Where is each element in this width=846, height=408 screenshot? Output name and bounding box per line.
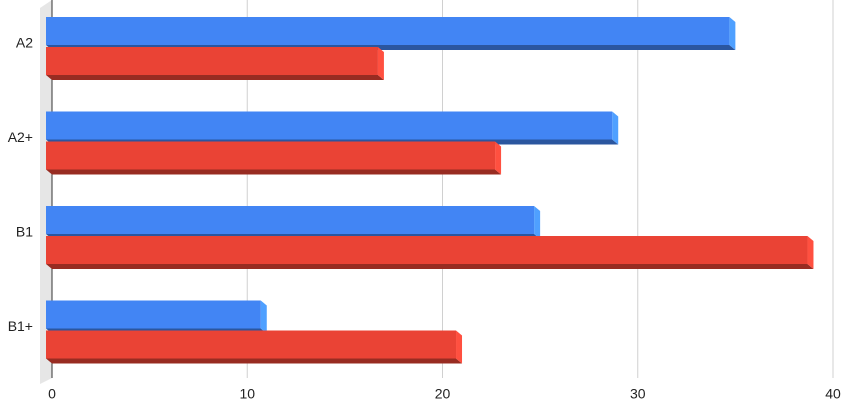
bar — [46, 141, 502, 175]
y-tick-label: B1+ — [8, 318, 33, 334]
bar — [46, 300, 267, 334]
x-tick-label: 30 — [630, 386, 646, 402]
bar — [46, 17, 736, 50]
y-tick-label: B1 — [16, 224, 33, 240]
bar — [46, 330, 463, 364]
bar — [46, 206, 541, 239]
bar — [46, 236, 814, 269]
x-tick-label: 20 — [435, 386, 451, 402]
y-tick-label: A2+ — [8, 129, 33, 145]
x-tick-label: 40 — [825, 386, 841, 402]
bar — [46, 47, 384, 80]
axis-wall — [40, 0, 52, 384]
x-tick-label: 10 — [239, 386, 255, 402]
y-tick-label: A2 — [16, 35, 33, 51]
x-tick-label: 0 — [48, 386, 56, 402]
bar — [46, 111, 619, 145]
